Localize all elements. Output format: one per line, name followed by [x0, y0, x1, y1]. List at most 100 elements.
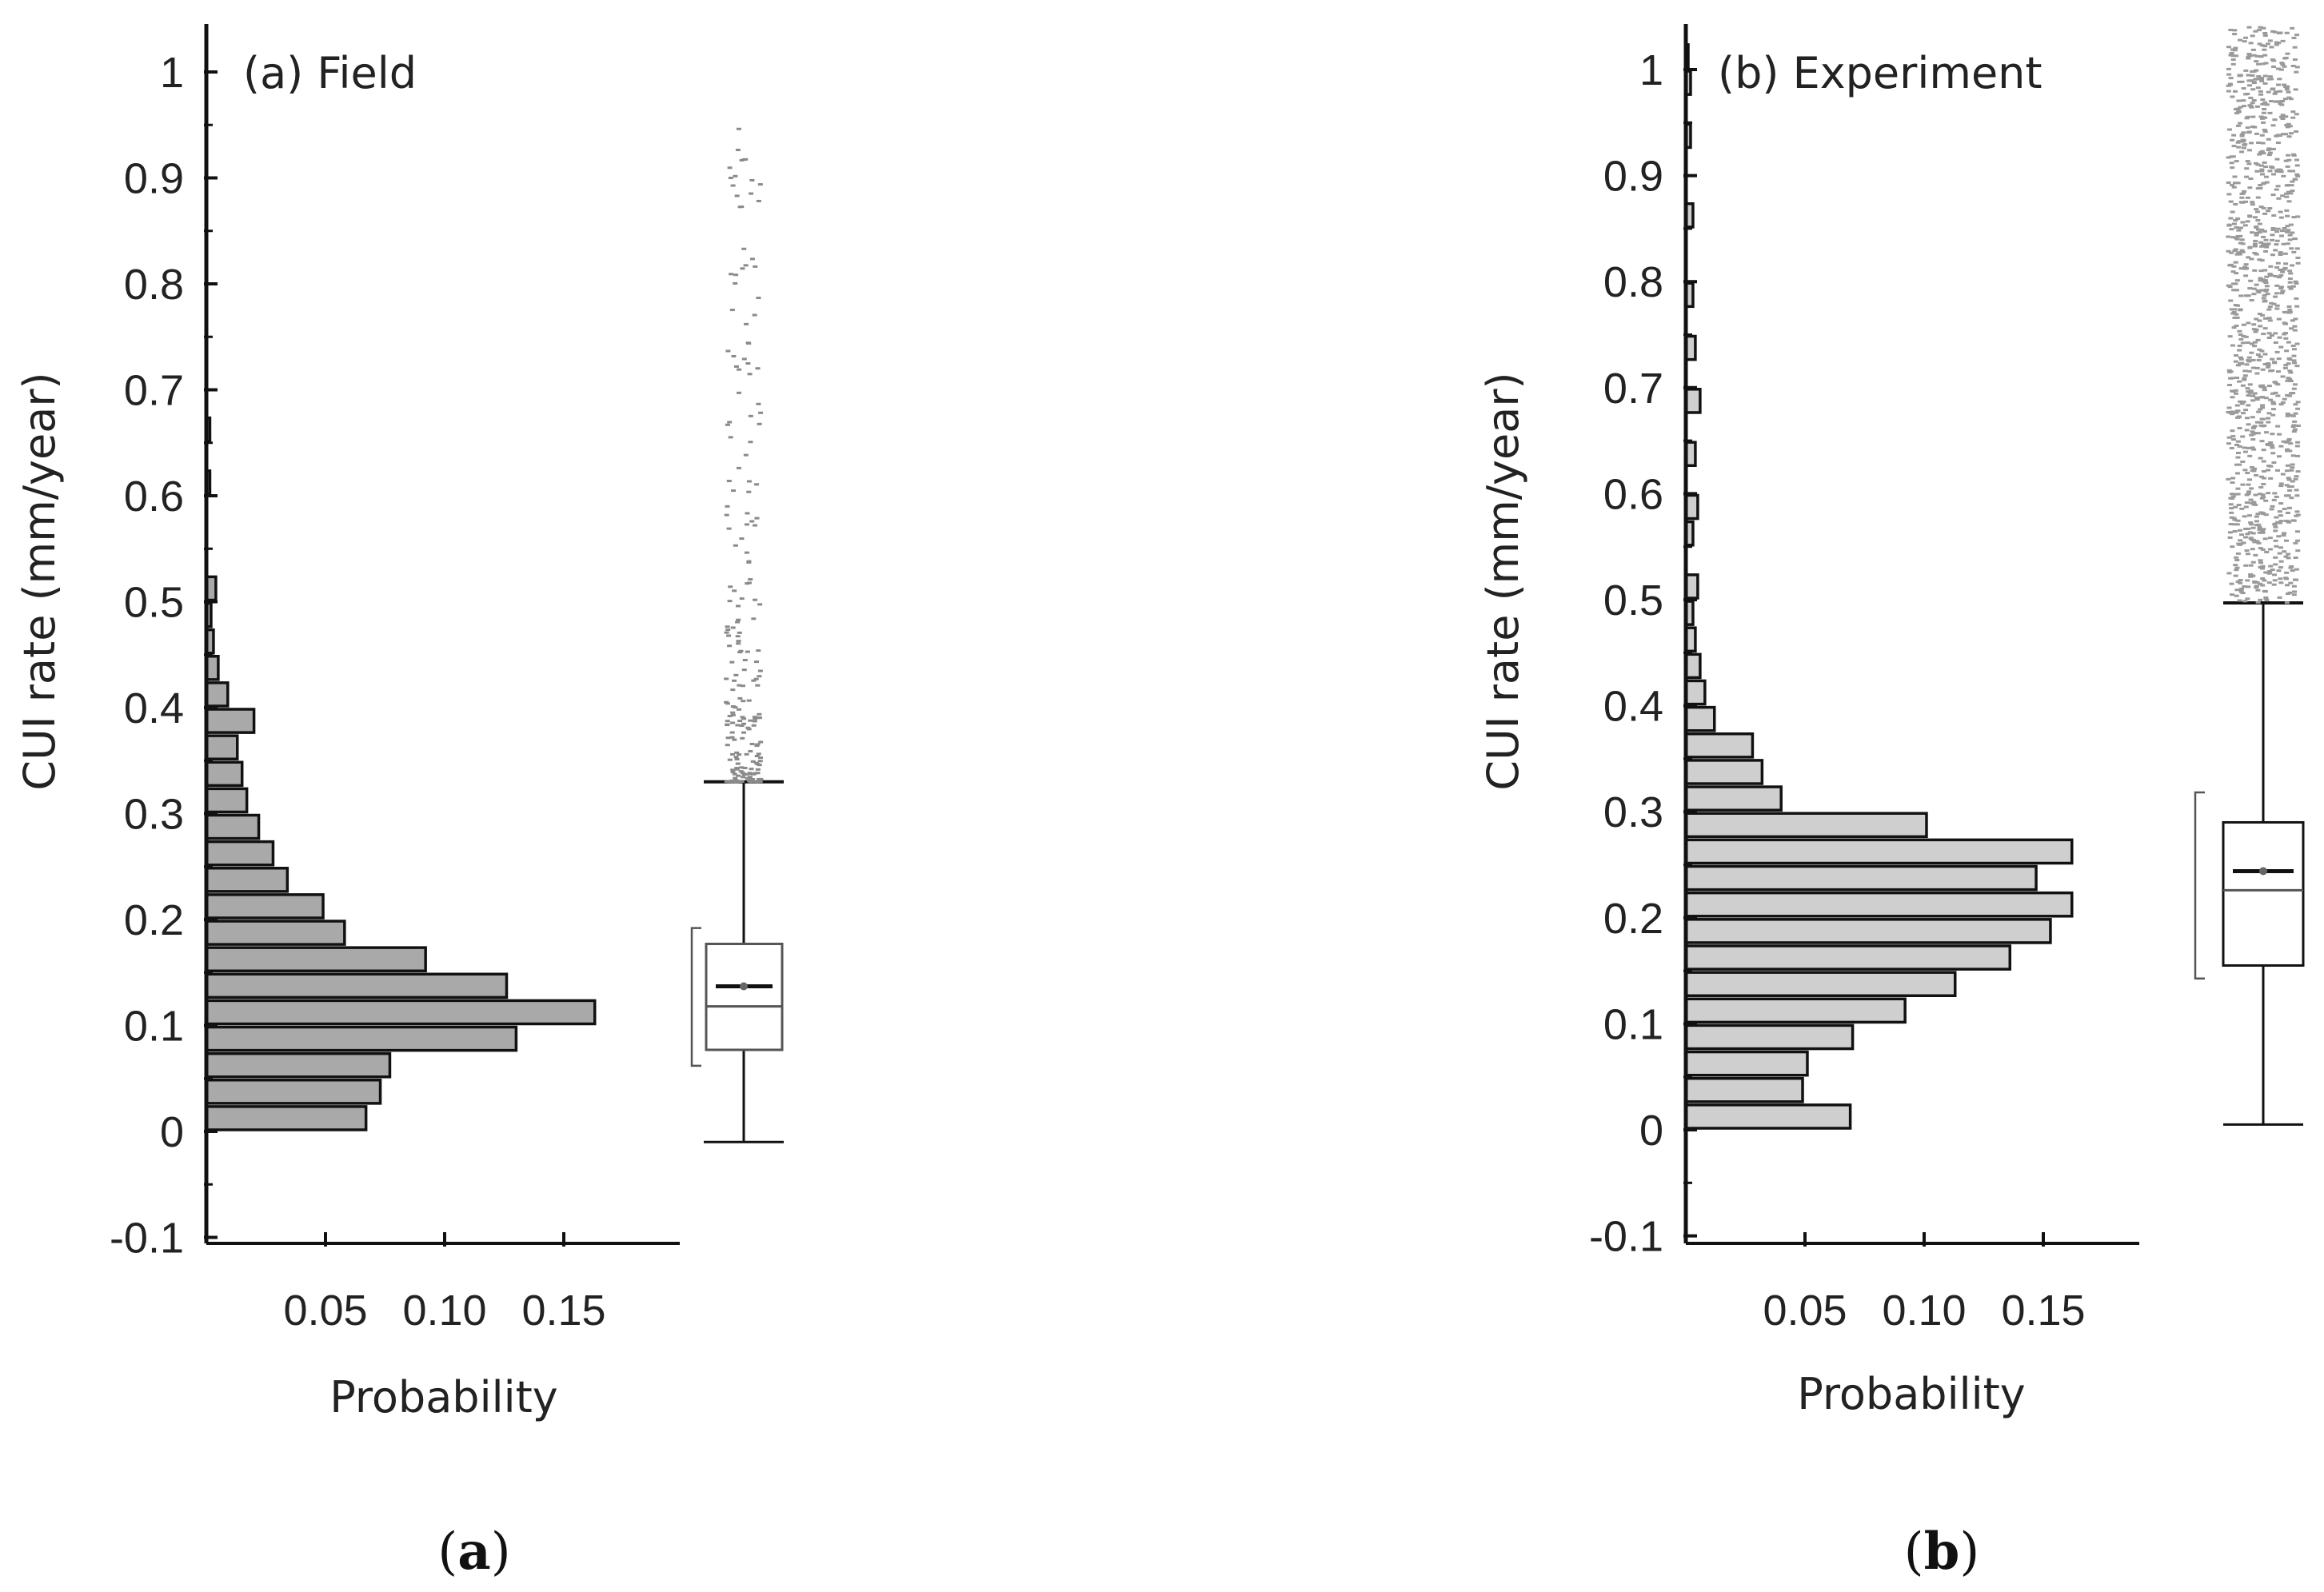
- outlier-point: [2245, 579, 2250, 582]
- outlier-point: [2238, 226, 2243, 229]
- outlier-point: [731, 780, 737, 784]
- outlier-point: [754, 483, 760, 486]
- outlier-point: [2240, 435, 2246, 438]
- outlier-point: [2247, 383, 2253, 386]
- outlier-point: [2244, 429, 2250, 432]
- outlier-point: [2270, 392, 2275, 395]
- outlier-point: [2231, 289, 2237, 292]
- outlier-point: [740, 684, 745, 688]
- outlier-point: [2231, 438, 2237, 441]
- outlier-point: [2236, 251, 2242, 254]
- outlier-point: [2234, 566, 2240, 569]
- outlier-point: [2266, 362, 2271, 365]
- outlier-point: [2234, 54, 2239, 58]
- outlier-point: [2230, 138, 2235, 142]
- outlier-point: [2231, 222, 2237, 225]
- outlier-point: [2290, 466, 2295, 469]
- outlier-point: [2286, 90, 2291, 94]
- outlier-point: [2267, 569, 2273, 573]
- outlier-point: [2230, 545, 2235, 549]
- outlier-point: [2269, 444, 2274, 447]
- outlier-point: [736, 774, 741, 777]
- outlier-point: [2266, 385, 2272, 388]
- outlier-point: [2234, 324, 2239, 327]
- histogram-bar: [205, 787, 249, 814]
- outlier-point: [2251, 54, 2257, 57]
- outlier-point: [741, 776, 746, 779]
- outlier-point: [2270, 233, 2275, 237]
- confidence-bracket: [2194, 791, 2205, 980]
- outlier-point: [2239, 80, 2245, 83]
- y-axis-title: CUI rate (mm/year): [14, 372, 65, 790]
- outlier-point: [2275, 142, 2281, 145]
- outlier-point: [2233, 389, 2238, 392]
- outlier-point: [2280, 270, 2286, 273]
- outlier-point: [2264, 288, 2270, 291]
- outlier-point: [746, 780, 752, 783]
- outlier-point: [2270, 124, 2276, 127]
- outlier-point: [746, 699, 752, 702]
- outlier-point: [753, 780, 759, 783]
- outlier-point: [2262, 34, 2268, 37]
- outlier-point: [2251, 503, 2257, 506]
- outlier-point: [2235, 519, 2241, 522]
- outlier-point: [2258, 493, 2263, 496]
- outlier-point: [2295, 441, 2301, 444]
- outlier-point: [2238, 356, 2243, 359]
- y-tick-label: 0.7: [1603, 365, 1663, 413]
- outlier-point: [739, 597, 745, 600]
- x-tick-label: 0.15: [2001, 1287, 2085, 1335]
- outlier-point: [2285, 464, 2290, 467]
- histogram-bar: [1684, 785, 1783, 812]
- outlier-point: [2260, 384, 2266, 387]
- outlier-point: [2290, 569, 2295, 573]
- outlier-point: [740, 267, 745, 270]
- outlier-point: [2256, 541, 2262, 545]
- outlier-point: [741, 357, 747, 361]
- outlier-point: [2257, 528, 2262, 531]
- outlier-point: [2230, 62, 2236, 66]
- outlier-point: [2278, 445, 2284, 448]
- outlier-point: [2234, 272, 2239, 275]
- outlier-point: [730, 184, 736, 187]
- outlier-point: [726, 634, 732, 637]
- outlier-point: [2274, 265, 2280, 269]
- outlier-point: [2286, 229, 2291, 232]
- outlier-point: [733, 780, 739, 783]
- outlier-point: [2294, 514, 2299, 517]
- outlier-point: [2262, 101, 2268, 104]
- outlier-point: [730, 771, 736, 774]
- outlier-point: [747, 373, 753, 376]
- outlier-point: [2230, 389, 2236, 393]
- outlier-point: [741, 717, 747, 720]
- outlier-point: [2258, 559, 2263, 562]
- outlier-point: [2228, 263, 2234, 266]
- outlier-point: [2257, 526, 2262, 529]
- outlier-point: [2258, 205, 2264, 209]
- outlier-point: [2259, 168, 2265, 171]
- outlier-point: [2278, 253, 2283, 256]
- outlier-point: [2270, 413, 2276, 417]
- outlier-point: [2292, 428, 2298, 431]
- caption-a: (a): [437, 1522, 510, 1582]
- outlier-point: [2266, 336, 2272, 339]
- x-tick-label: 0.05: [283, 1287, 367, 1335]
- outlier-point: [2291, 348, 2297, 351]
- outlier-point: [2231, 326, 2237, 329]
- outlier-point: [2277, 32, 2282, 35]
- outlier-point: [2278, 482, 2284, 485]
- mean-marker: [2259, 867, 2267, 876]
- outlier-point: [2287, 170, 2293, 173]
- outlier-point: [2255, 513, 2261, 516]
- outlier-point: [2287, 238, 2293, 241]
- x-tick-label: 0.15: [521, 1287, 605, 1335]
- outlier-point: [2282, 366, 2288, 369]
- outlier-point: [2292, 383, 2298, 386]
- outlier-point: [2294, 305, 2300, 308]
- outlier-point: [735, 724, 741, 727]
- outlier-point: [2238, 309, 2243, 312]
- outlier-point: [755, 743, 761, 746]
- outlier-point: [2294, 130, 2299, 133]
- outlier-point: [2245, 341, 2250, 345]
- outlier-point: [2246, 84, 2252, 87]
